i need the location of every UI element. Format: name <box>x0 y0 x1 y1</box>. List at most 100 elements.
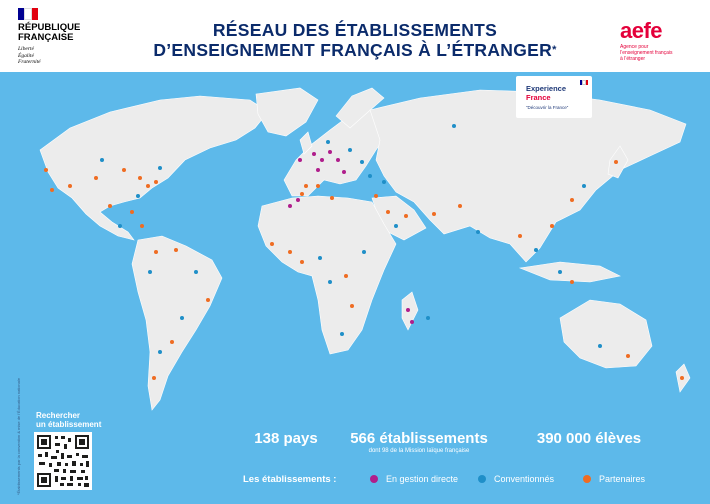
marker-conventionne <box>194 270 198 274</box>
marker-partner <box>108 204 112 208</box>
marker-partner <box>44 168 48 172</box>
marker-partner <box>626 354 630 358</box>
legend-label: Les établissements : <box>243 474 337 485</box>
marker-conventionne <box>558 270 562 274</box>
marker-partner <box>94 176 98 180</box>
badge-line2: France <box>526 93 551 102</box>
marker-conventionne <box>360 160 364 164</box>
marker-partner <box>154 250 158 254</box>
marker-partner <box>614 160 618 164</box>
marker-partner <box>130 210 134 214</box>
marker-conventionne <box>348 148 352 152</box>
qr-label-line1: Rechercher <box>36 411 81 420</box>
marker-conventionne <box>100 158 104 162</box>
marker-partner <box>68 184 72 188</box>
land-scandinavia <box>335 87 385 129</box>
qr-label: Rechercher un établissement <box>36 411 101 429</box>
world-map-svg <box>39 87 691 411</box>
title-line1: RÉSEAU DES ÉTABLISSEMENTS <box>212 20 498 40</box>
marker-partner <box>300 192 304 196</box>
land-south-america <box>131 235 223 411</box>
legend-label-direct: En gestion directe <box>386 474 459 484</box>
aefe-wordmark: aefe <box>620 18 663 43</box>
credit-note: *Établissements par la convention & mise… <box>6 355 21 495</box>
marker-partner <box>404 214 408 218</box>
marker-partner <box>386 210 390 214</box>
marker-partner <box>146 184 150 188</box>
marker-conventionne <box>328 280 332 284</box>
marker-conventionne <box>136 194 140 198</box>
marker-partner <box>550 224 554 228</box>
stat-students: 390 000 élèves <box>536 430 642 447</box>
marker-direct <box>288 204 292 208</box>
aefe-logo: aefe Agence pour l’enseignement français… <box>620 18 700 63</box>
world-map <box>0 72 710 504</box>
marker-direct <box>406 308 410 312</box>
legend-item-direct: En gestion directe <box>370 474 458 484</box>
page-title: RÉSEAU DES ÉTABLISSEMENTS D’ENSEIGNEMENT… <box>120 20 590 60</box>
legend-item-partenaire: Partenaires <box>583 474 645 484</box>
marker-partner <box>316 184 320 188</box>
marker-direct <box>296 198 300 202</box>
rf-motto: Liberté Égalité Fraternité <box>18 46 98 66</box>
marker-partner <box>570 198 574 202</box>
credit-text: *Établissements par la convention & mise… <box>16 377 21 495</box>
marker-partner <box>140 224 144 228</box>
land-australia <box>559 299 653 369</box>
marker-partner <box>50 188 54 192</box>
marker-partner <box>270 242 274 246</box>
marker-direct <box>316 168 320 172</box>
marker-partner <box>570 280 574 284</box>
stat-schools: 566 établissements <box>350 430 488 447</box>
land-greenland <box>255 87 319 137</box>
marker-conventionne <box>318 256 322 260</box>
marker-conventionne <box>598 344 602 348</box>
marker-partner <box>152 376 156 380</box>
marker-conventionne <box>118 224 122 228</box>
legend-dot-conventionne <box>478 475 486 483</box>
marker-direct <box>320 158 324 162</box>
marker-direct <box>410 320 414 324</box>
aefe-tagline: Agence pour l’enseignement français à l’… <box>620 44 700 62</box>
marker-conventionne <box>148 270 152 274</box>
marker-partner <box>304 184 308 188</box>
marker-conventionne <box>534 248 538 252</box>
marker-conventionne <box>158 350 162 354</box>
land-indonesia <box>518 261 621 283</box>
french-flag-icon <box>18 8 38 20</box>
marker-partner <box>330 196 334 200</box>
marker-partner <box>122 168 126 172</box>
land-north-america <box>39 95 269 241</box>
land-africa <box>257 195 397 355</box>
marker-conventionne <box>368 174 372 178</box>
motto-fraternite: Fraternité <box>18 59 41 65</box>
legend-label-conventionne: Conventionnés <box>494 474 555 484</box>
header: RÉPUBLIQUE FRANÇAISE Liberté Égalité Fra… <box>0 0 710 72</box>
marker-conventionne <box>426 316 430 320</box>
rf-line2: FRANÇAISE <box>18 32 74 43</box>
marker-direct <box>342 170 346 174</box>
title-line2-text: D’ENSEIGNEMENT FRANÇAIS À L’ÉTRANGER <box>153 40 553 60</box>
title-asterisk: * <box>552 44 557 56</box>
qr-code-icon <box>34 432 92 490</box>
marker-partner <box>344 274 348 278</box>
marker-conventionne <box>362 250 366 254</box>
legend-item-conventionne: Conventionnés <box>478 474 554 484</box>
marker-direct <box>312 152 316 156</box>
marker-conventionne <box>158 166 162 170</box>
motto-liberte: Liberté <box>18 46 34 52</box>
marker-conventionne <box>394 224 398 228</box>
marker-conventionne <box>340 332 344 336</box>
badge-line1: Experience <box>526 84 567 93</box>
rf-line1: RÉPUBLIQUE <box>18 22 81 33</box>
marker-partner <box>138 176 142 180</box>
motto-egalite: Égalité <box>18 52 34 59</box>
qr-code[interactable] <box>34 432 92 490</box>
aefe-tag-2: l’enseignement français <box>620 50 673 56</box>
french-flag-small-icon <box>580 80 588 85</box>
marker-direct <box>298 158 302 162</box>
marker-conventionne <box>452 124 456 128</box>
marker-conventionne <box>476 230 480 234</box>
experience-france-badge: Experience France “Découvrir la France” <box>516 76 592 118</box>
aefe-tag-3: à l’étranger <box>620 56 646 62</box>
